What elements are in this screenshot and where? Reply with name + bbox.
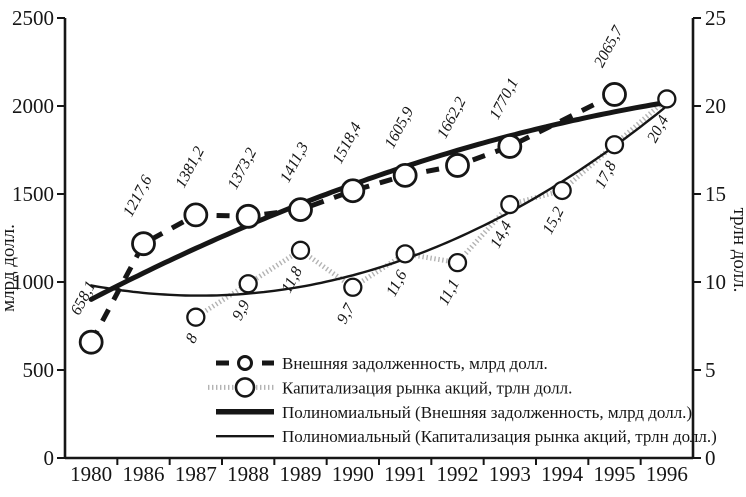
marker-external-debt-1993	[497, 134, 523, 159]
category-label: 1995	[594, 462, 636, 486]
legend-row: Внешняя задолженность, млрд долл.	[216, 354, 548, 373]
left-axis-tick-label: 1000	[12, 270, 54, 294]
marker-capitalization-1988	[238, 274, 258, 294]
marker-external-debt-1990	[340, 178, 366, 204]
marker-capitalization-1993	[500, 194, 520, 215]
data-point-label: 11,6	[383, 268, 411, 300]
marker-external-debt-1980	[78, 329, 104, 355]
legend-label: Полиномиальный (Капитализация рынка акци…	[282, 427, 717, 446]
right-axis-tick-label: 10	[705, 270, 726, 294]
data-point-label: 1373,2	[225, 145, 261, 192]
legend-marker-small-circle	[237, 355, 253, 371]
trendline-capitalization	[90, 104, 668, 297]
trendline-external-debt	[88, 99, 670, 302]
legend-label: Капитализация рынка акций, трлн долл.	[282, 378, 572, 397]
right-axis-title: трлн долл.	[729, 208, 746, 293]
marker-external-debt-1988	[235, 203, 261, 229]
marker-capitalization-1996	[657, 89, 677, 109]
left-axis-tick-label: 2500	[12, 6, 54, 30]
category-label: 1993	[489, 462, 531, 486]
right-axis-tick-label: 15	[705, 182, 726, 206]
data-point-label: 1518,4	[329, 120, 365, 167]
category-label: 1992	[437, 462, 479, 486]
marker-external-debt-1991	[392, 162, 418, 188]
data-point-label: 8	[183, 331, 202, 346]
left-axis-tick-label: 1500	[12, 182, 54, 206]
data-point-label: 1605,9	[382, 104, 418, 151]
left-axis-tick-label: 2000	[12, 94, 54, 118]
data-point-label: 15,2	[540, 204, 568, 237]
category-label: 1996	[646, 462, 688, 486]
series-external-debt-line	[88, 92, 616, 344]
left-axis-tick-label: 500	[23, 358, 55, 382]
right-axis-tick-label: 5	[705, 358, 716, 382]
category-label: 1994	[541, 462, 584, 486]
marker-capitalization-1987	[186, 307, 206, 327]
marker-capitalization-1992	[447, 252, 468, 273]
data-point-label: 1217,6	[120, 173, 156, 220]
marker-capitalization-1989	[290, 240, 311, 260]
marker-external-debt-1989	[288, 197, 313, 223]
marker-external-debt-1992	[445, 153, 470, 178]
data-point-label: 14,4	[487, 218, 515, 251]
marker-capitalization-1995	[604, 135, 625, 155]
category-label: 1987	[175, 462, 217, 486]
left-axis-title: млрд долл.	[0, 224, 19, 312]
right-axis-tick-label: 25	[705, 6, 726, 30]
series-capitalization-line	[194, 97, 669, 320]
data-point-label: 9,7	[334, 300, 359, 327]
marker-capitalization-1991	[395, 244, 415, 264]
legend-label: Полиномиальный (Внешняя задолженность, м…	[282, 403, 692, 422]
marker-external-debt-1986	[131, 231, 156, 257]
data-point-label: 17,8	[592, 159, 620, 192]
legend-row: Капитализация рынка акций, трлн долл.	[208, 377, 572, 398]
data-point-label: 1770,1	[486, 76, 522, 123]
data-point-label: 1381,2	[172, 144, 208, 191]
right-axis-tick-label: 0	[705, 446, 716, 470]
marker-external-debt-1995	[602, 82, 627, 107]
category-label: 1989	[280, 462, 322, 486]
data-point-label: 11,8	[278, 264, 306, 296]
category-label: 1980	[70, 462, 112, 486]
marker-external-debt-1987	[183, 202, 209, 228]
data-point-label: 1411,3	[277, 140, 312, 186]
data-point-label: 11,1	[435, 277, 463, 309]
category-label: 1991	[384, 462, 426, 486]
marker-capitalization-1990	[343, 277, 363, 297]
data-point-label: 9,9	[229, 298, 253, 324]
data-point-label: 1662,2	[434, 94, 470, 141]
legend-label: Внешняя задолженность, млрд долл.	[282, 354, 548, 373]
legend-marker-large-circle	[234, 377, 256, 398]
left-axis-tick-label: 0	[44, 446, 55, 470]
category-label: 1990	[332, 462, 374, 486]
legend-row: Полиномиальный (Капитализация рынка акци…	[216, 427, 717, 446]
data-point-label: 2065,7	[591, 23, 627, 71]
category-label: 1988	[227, 462, 269, 486]
marker-capitalization-1994	[552, 180, 572, 201]
category-label: 1986	[123, 462, 165, 486]
legend-row: Полиномиальный (Внешняя задолженность, м…	[216, 403, 692, 422]
right-axis-tick-label: 20	[705, 94, 726, 118]
